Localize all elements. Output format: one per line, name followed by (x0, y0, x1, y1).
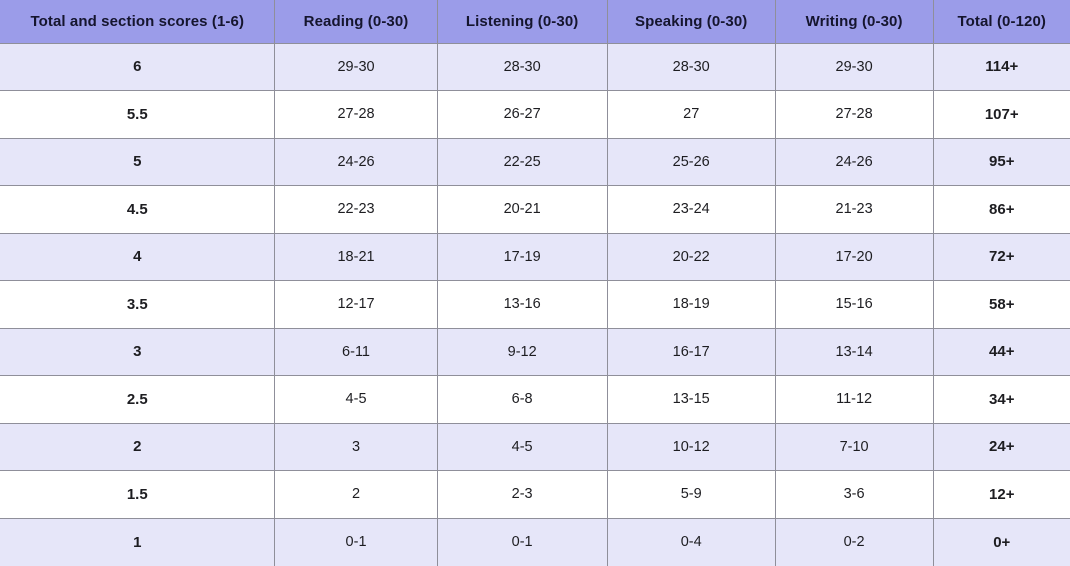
section-score-cell: 0-2 (775, 518, 934, 566)
section-score-cell: 27-28 (775, 90, 934, 139)
table-row: 2 3 4-5 10-12 7-10 24+ (0, 423, 1070, 471)
section-score-cell: 6-8 (437, 375, 608, 424)
section-score-cell: 4-5 (274, 375, 438, 424)
section-score-cell: 23-24 (607, 185, 776, 234)
band-score-cell: 5.5 (0, 90, 276, 139)
header-row: Total and section scores (1-6) Reading (… (0, 0, 1070, 44)
section-score-cell: 24-26 (274, 138, 438, 186)
section-score-cell: 15-16 (775, 280, 934, 329)
total-score-cell: 58+ (933, 280, 1070, 329)
section-score-cell: 0-4 (607, 518, 776, 566)
column-header-listening: Listening (0-30) (437, 0, 608, 44)
section-score-cell: 17-19 (437, 233, 608, 281)
table-row: 5 24-26 22-25 25-26 24-26 95+ (0, 138, 1070, 186)
section-score-cell: 20-22 (607, 233, 776, 281)
total-score-cell: 72+ (933, 233, 1070, 281)
section-score-cell: 0-1 (274, 518, 438, 566)
band-score-cell: 4.5 (0, 185, 276, 234)
section-score-cell: 18-21 (274, 233, 438, 281)
total-score-cell: 86+ (933, 185, 1070, 234)
section-score-cell: 6-11 (274, 328, 438, 376)
section-score-cell: 22-25 (437, 138, 608, 186)
section-score-cell: 13-15 (607, 375, 776, 424)
column-header-total: Total (0-120) (933, 0, 1070, 44)
section-score-cell: 7-10 (775, 423, 934, 471)
section-score-cell: 22-23 (274, 185, 438, 234)
section-score-cell: 11-12 (775, 375, 934, 424)
table-body: 6 29-30 28-30 28-30 29-30 114+ 5.5 27-28 26-27 27… (0, 43, 1070, 566)
section-score-cell: 16-17 (607, 328, 776, 376)
section-score-cell: 25-26 (607, 138, 776, 186)
column-header-writing: Writing (0-30) (775, 0, 934, 44)
table-row: 3 6-11 9-12 16-17 13-14 44+ (0, 328, 1070, 376)
table-row: 4.5 22-23 20-21 23-24 21-23 86+ (0, 185, 1070, 234)
total-score-cell: 34+ (933, 375, 1070, 424)
section-score-cell: 2 (274, 470, 438, 519)
table-row: 2.5 4-5 6-8 13-15 11-12 34+ (0, 375, 1070, 424)
band-score-cell: 3 (0, 328, 276, 376)
total-score-cell: 107+ (933, 90, 1070, 139)
section-score-cell: 10-12 (607, 423, 776, 471)
table-header: Total and section scores (1-6) Reading (… (0, 0, 1070, 44)
total-score-cell: 114+ (933, 43, 1070, 91)
band-score-cell: 1 (0, 518, 276, 566)
section-score-cell: 20-21 (437, 185, 608, 234)
table-row: 1.5 2 2-3 5-9 3-6 12+ (0, 470, 1070, 519)
table-row: 6 29-30 28-30 28-30 29-30 114+ (0, 43, 1070, 91)
band-score-cell: 4 (0, 233, 276, 281)
table-row: 3.5 12-17 13-16 18-19 15-16 58+ (0, 280, 1070, 329)
section-score-cell: 9-12 (437, 328, 608, 376)
section-score-cell: 29-30 (775, 43, 934, 91)
section-score-cell: 3 (274, 423, 438, 471)
band-score-cell: 3.5 (0, 280, 276, 329)
band-score-cell: 1.5 (0, 470, 276, 519)
section-score-cell: 28-30 (607, 43, 776, 91)
band-score-cell: 2.5 (0, 375, 276, 424)
section-score-cell: 0-1 (437, 518, 608, 566)
section-score-cell: 28-30 (437, 43, 608, 91)
section-score-cell: 4-5 (437, 423, 608, 471)
total-score-cell: 12+ (933, 470, 1070, 519)
section-score-cell: 26-27 (437, 90, 608, 139)
total-score-cell: 24+ (933, 423, 1070, 471)
section-score-cell: 27 (607, 90, 776, 139)
column-header-speaking: Speaking (0-30) (607, 0, 776, 44)
section-score-cell: 13-16 (437, 280, 608, 329)
section-score-cell: 21-23 (775, 185, 934, 234)
section-score-cell: 5-9 (607, 470, 776, 519)
table-row: 5.5 27-28 26-27 27 27-28 107+ (0, 90, 1070, 139)
section-score-cell: 27-28 (274, 90, 438, 139)
column-header-reading: Reading (0-30) (274, 0, 438, 44)
total-score-cell: 0+ (933, 518, 1070, 566)
table-row: 4 18-21 17-19 20-22 17-20 72+ (0, 233, 1070, 281)
band-score-cell: 6 (0, 43, 276, 91)
column-header-section-scores: Total and section scores (1-6) (0, 0, 276, 44)
band-score-cell: 2 (0, 423, 276, 471)
section-score-cell: 12-17 (274, 280, 438, 329)
section-score-cell: 29-30 (274, 43, 438, 91)
band-score-cell: 5 (0, 138, 276, 186)
section-score-cell: 13-14 (775, 328, 934, 376)
total-score-cell: 95+ (933, 138, 1070, 186)
section-score-cell: 17-20 (775, 233, 934, 281)
section-score-cell: 2-3 (437, 470, 608, 519)
table-row: 1 0-1 0-1 0-4 0-2 0+ (0, 518, 1070, 566)
section-score-cell: 24-26 (775, 138, 934, 186)
total-score-cell: 44+ (933, 328, 1070, 376)
section-score-cell: 3-6 (775, 470, 934, 519)
section-score-cell: 18-19 (607, 280, 776, 329)
